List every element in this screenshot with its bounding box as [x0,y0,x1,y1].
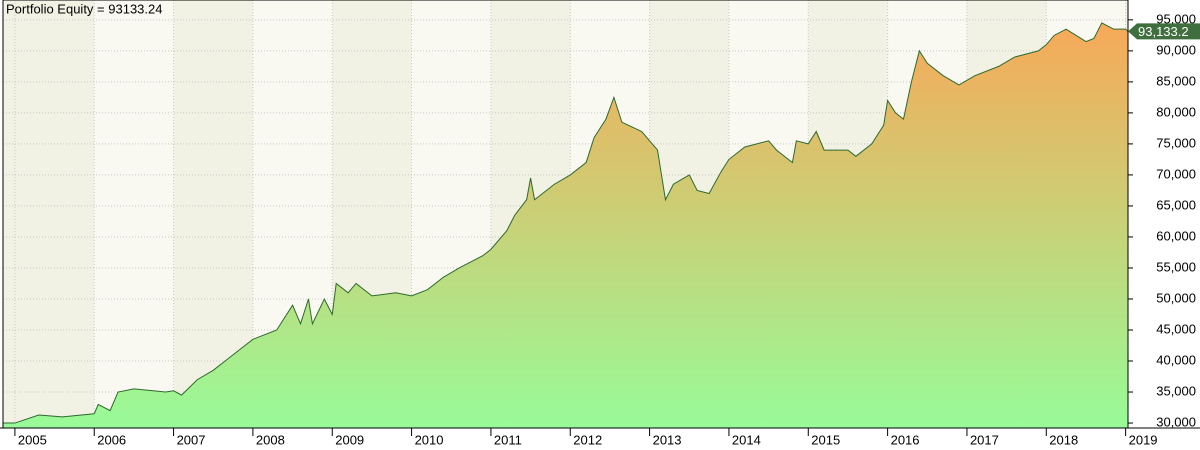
equity-line [3,22,1128,424]
x-tick-label: 2015 [811,432,840,447]
last-value-marker [1128,23,1200,40]
y-tick-label: 70,000 [1156,166,1196,181]
x-tick-label: 2007 [177,432,206,447]
year-band [3,0,95,428]
x-tick-label: 2006 [97,432,126,447]
y-tick-label: 50,000 [1156,290,1196,305]
chart-title: Portfolio Equity = 93133.24 [6,1,162,16]
x-tick-label: 2018 [1049,432,1078,447]
x-tick-label: 2012 [573,432,602,447]
y-tick-label: 75,000 [1156,135,1196,150]
x-tick-label: 2011 [494,432,522,447]
area-fill [3,22,1128,428]
y-tick-label: 60,000 [1156,228,1196,243]
y-tick-label: 40,000 [1156,352,1196,367]
x-tick-label: 2008 [256,432,285,447]
x-tick-label: 2013 [653,432,682,447]
x-tick-label: 2014 [732,432,761,447]
x-tick-label: 2009 [335,432,364,447]
x-tick-label: 2017 [970,432,999,447]
x-tick-label: 2010 [415,432,444,447]
y-tick-label: 80,000 [1156,104,1196,119]
y-tick-label: 90,000 [1156,42,1196,57]
y-tick-label: 30,000 [1156,414,1196,429]
last-value-label: 93,133.2 [1138,24,1189,39]
axes: 30,000 35,000 40,000 45,000 50,000 55,000 60,0… [0,11,1200,447]
x-tick-label: 2016 [891,432,920,447]
y-tick-label: 85,000 [1156,73,1196,88]
plot-area [3,22,1128,428]
y-tick-label: 55,000 [1156,259,1196,274]
y-tick-label: 45,000 [1156,321,1196,336]
year-band [94,0,174,428]
x-tick-label: 2005 [18,432,47,447]
y-tick-label: 35,000 [1156,383,1196,398]
y-tick-label: 95,000 [1156,11,1196,26]
y-tick-label: 65,000 [1156,197,1196,212]
x-tick-label: 2019 [1129,432,1158,447]
